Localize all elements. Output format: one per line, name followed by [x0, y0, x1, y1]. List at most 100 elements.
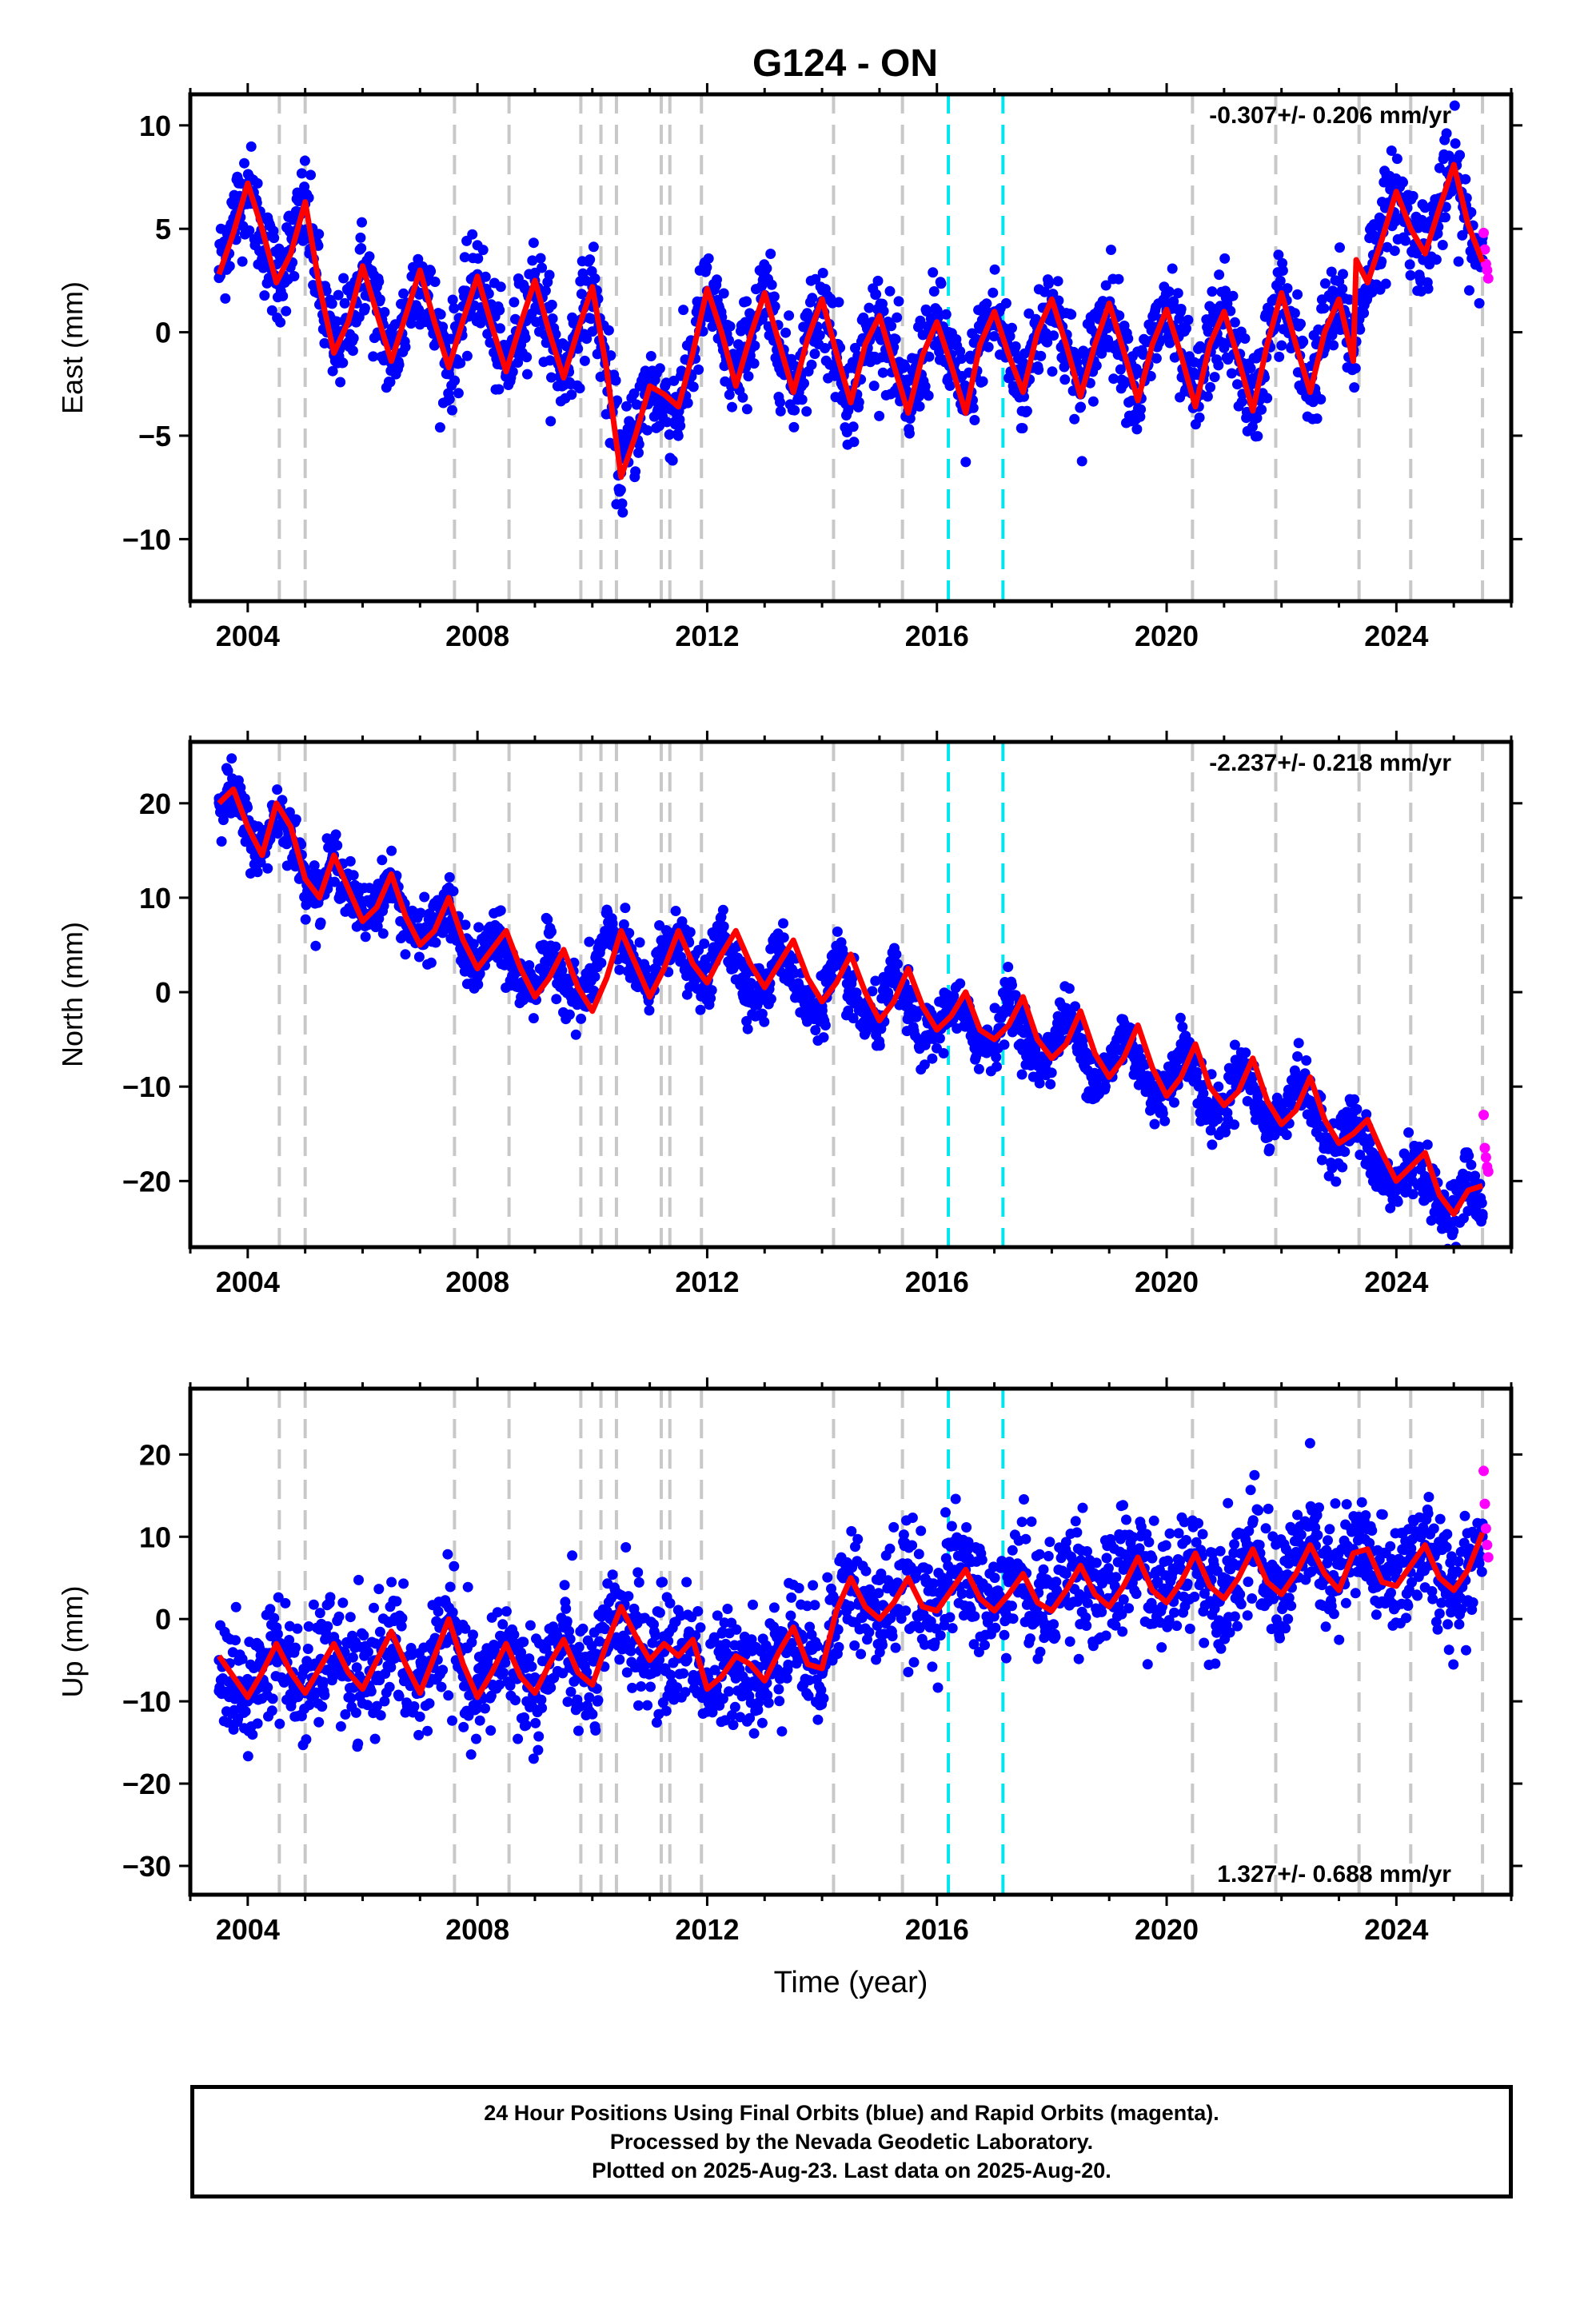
final-orbit-point [1338, 269, 1348, 279]
final-orbit-point [437, 1664, 448, 1675]
final-orbit-point [1466, 1160, 1476, 1170]
final-orbit-point [370, 1734, 381, 1744]
final-orbit-point [1203, 392, 1213, 402]
final-orbit-point [1351, 1104, 1362, 1114]
final-orbit-point [509, 1629, 519, 1640]
final-orbit-point [578, 1624, 589, 1634]
final-orbit-point [1403, 1127, 1414, 1138]
final-orbit-point [262, 1682, 273, 1692]
rapid-orbit-point [1478, 228, 1489, 238]
final-orbit-point [561, 1604, 571, 1614]
x-tick-label: 2012 [675, 620, 739, 652]
final-orbit-point [1391, 1186, 1402, 1196]
final-orbit-point [1320, 278, 1331, 289]
final-orbit-point [1317, 1155, 1327, 1166]
final-orbit-point [1077, 456, 1087, 466]
final-orbit-point [874, 411, 884, 421]
final-orbit-point [716, 926, 727, 936]
final-orbit-point [316, 918, 326, 928]
final-orbit-point [727, 402, 737, 413]
final-orbit-point [562, 1616, 573, 1627]
final-orbit-point [313, 1717, 324, 1728]
final-orbit-point [338, 273, 349, 284]
final-orbit-point [789, 405, 800, 416]
rate-label: -0.307+/- 0.206 mm/yr [1209, 102, 1451, 129]
final-orbit-point [289, 271, 299, 281]
y-tick-label: −20 [122, 1165, 171, 1198]
final-orbit-point [1420, 1171, 1430, 1182]
final-orbit-point [527, 1661, 537, 1672]
final-orbit-point [317, 1701, 327, 1712]
final-orbit-point [604, 325, 614, 336]
final-orbit-point [1210, 372, 1220, 382]
final-orbit-point [820, 1020, 831, 1030]
final-orbit-point [991, 1062, 1002, 1072]
final-orbit-point [1477, 1198, 1487, 1208]
final-orbit-point [1460, 174, 1470, 185]
final-orbit-point [563, 1696, 573, 1707]
final-orbit-point [496, 905, 506, 915]
final-orbit-point [376, 1710, 386, 1720]
final-orbit-point [767, 280, 777, 290]
final-orbit-point [990, 265, 1000, 275]
final-orbit-point [268, 1693, 278, 1704]
x-tick-label: 2012 [675, 1266, 739, 1298]
final-orbit-point [1003, 962, 1013, 972]
final-orbit-point [1147, 1095, 1158, 1106]
final-orbit-point [575, 383, 585, 393]
final-orbit-point [300, 156, 310, 166]
final-orbit-point [345, 856, 356, 867]
final-orbit-point [1181, 323, 1191, 333]
final-orbit-point [1246, 363, 1256, 373]
y-tick-label: 0 [155, 317, 171, 349]
final-orbit-point [1240, 333, 1251, 344]
final-orbit-point [1045, 1079, 1055, 1090]
final-orbit-point [924, 390, 934, 401]
final-orbit-point [892, 959, 903, 969]
final-orbit-point [585, 254, 595, 265]
final-orbit-point [433, 1606, 444, 1616]
final-orbit-point [349, 333, 359, 344]
final-orbit-point [1061, 1006, 1071, 1016]
final-orbit-point [644, 1005, 655, 1015]
final-orbit-point [333, 290, 344, 301]
final-orbit-point [496, 281, 506, 292]
final-orbit-point [449, 303, 459, 313]
final-orbit-point [498, 1668, 509, 1678]
final-orbit-point [927, 1054, 937, 1064]
final-orbit-point [761, 263, 772, 273]
final-orbit-point [349, 870, 359, 880]
final-orbit-point [635, 937, 645, 947]
final-orbit-point [888, 968, 899, 979]
final-orbit-point [494, 305, 505, 316]
final-orbit-point [522, 369, 533, 380]
x-tick-label: 2024 [1364, 620, 1428, 652]
final-orbit-point [462, 351, 473, 361]
final-orbit-point [617, 498, 628, 508]
final-orbit-point [678, 305, 688, 315]
final-orbit-point [243, 1751, 253, 1761]
final-orbit-point [290, 1643, 301, 1653]
final-orbit-point [545, 416, 556, 426]
final-orbit-point [1183, 315, 1193, 325]
x-tick-label: 2008 [445, 1266, 509, 1298]
x-tick-label: 2024 [1364, 1266, 1428, 1298]
final-orbit-point [1337, 1162, 1347, 1173]
final-orbit-point [363, 1647, 373, 1657]
final-orbit-point [1319, 1138, 1330, 1149]
final-orbit-point [917, 1034, 928, 1045]
final-orbit-point [1438, 240, 1448, 250]
final-orbit-point [533, 1745, 543, 1756]
final-orbit-point [1406, 270, 1416, 281]
final-orbit-point [401, 949, 411, 959]
final-orbit-point [449, 376, 460, 386]
final-orbit-point [941, 309, 952, 320]
final-orbit-point [960, 1015, 971, 1026]
final-orbit-point [1454, 257, 1464, 267]
final-orbit-point [377, 855, 387, 865]
final-orbit-point [401, 342, 411, 353]
final-orbit-point [1381, 279, 1391, 289]
final-orbit-point [430, 277, 441, 287]
